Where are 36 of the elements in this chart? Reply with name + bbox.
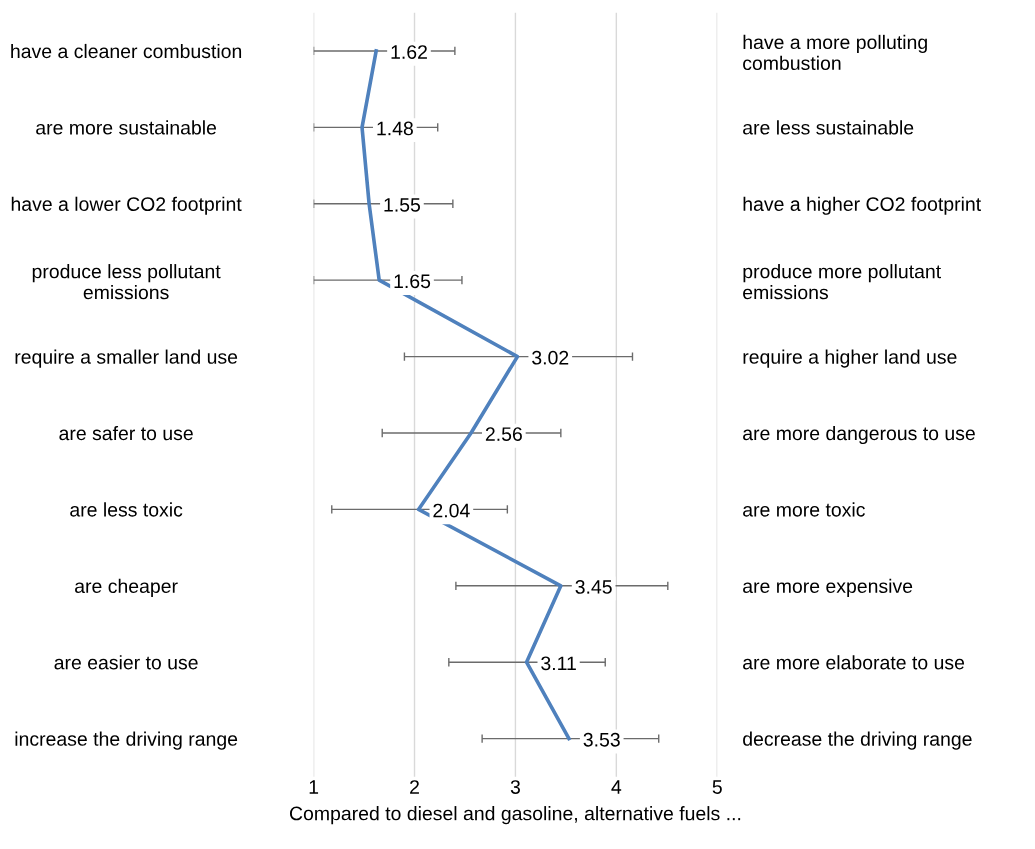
data-label: 1.48 — [377, 121, 413, 136]
y2-tick-label: are more toxic — [743, 502, 865, 517]
y-tick-label: increase the driving range — [15, 731, 238, 750]
data-label: 1.55 — [384, 198, 421, 212]
y2-tick-label: are more elaborate to use — [743, 655, 965, 670]
data-label: 2.04 — [433, 503, 470, 518]
y2-tick-label: have a more polluting combustion — [743, 34, 927, 71]
y-tick-label: have a cleaner combustion — [11, 43, 242, 59]
y2-tick-label: are more expensive — [743, 578, 913, 597]
y2-tick-label: are more dangerous to use — [743, 425, 975, 445]
y-tick-label: require a smaller land use — [15, 349, 238, 368]
data-label: 1.65 — [394, 274, 431, 289]
x-tick-label: 4 — [611, 780, 622, 794]
x-axis-title: Compared to diesel and gasoline, alternative fuels ... — [289, 806, 741, 825]
data-label: 1.62 — [391, 45, 427, 59]
y2-tick-label: require a higher land use — [743, 349, 957, 368]
y-tick-label: produce less pollutant emissions — [32, 264, 221, 300]
x-tick-label: 2 — [410, 780, 419, 794]
x-tick-label: 5 — [712, 780, 722, 794]
y-tick-label: have a lower CO2 footprint — [11, 196, 242, 215]
y-tick-label: are safer to use — [59, 425, 193, 441]
x-tick-label: 1 — [309, 780, 319, 794]
data-label: 2.56 — [485, 427, 522, 441]
x-tick-label: 3 — [510, 780, 520, 794]
y2-tick-label: have a higher CO2 footprint — [743, 196, 981, 215]
data-label: 3.02 — [532, 350, 569, 365]
y2-tick-label: produce more pollutant emissions — [743, 264, 941, 300]
y-tick-label: are easier to use — [54, 655, 198, 670]
y-tick-label: are more sustainable — [36, 120, 217, 135]
y2-tick-label: are less sustainable — [743, 120, 914, 135]
y-tick-label: are less toxic — [70, 502, 183, 517]
data-label: 3.45 — [575, 580, 612, 594]
data-label: 3.11 — [541, 656, 576, 671]
data-label: 3.53 — [583, 732, 620, 747]
y-tick-label: are cheaper — [75, 578, 178, 597]
y2-tick-label: decrease the driving range — [743, 731, 972, 750]
